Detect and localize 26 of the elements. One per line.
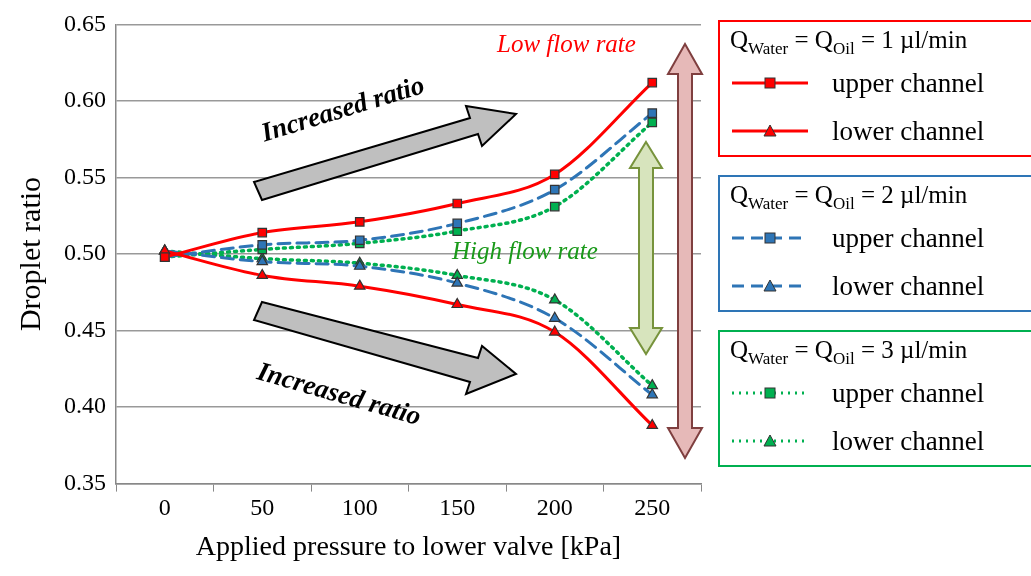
x-tick-label: 250	[634, 494, 671, 521]
y-tick-label: 0.45	[64, 315, 106, 342]
legend-label: upper channel	[832, 222, 985, 254]
y-tick-label: 0.50	[64, 239, 106, 266]
text: Q$_{Water}$ = Q$_{Oil}$ = 3 µl/min	[729, 335, 969, 369]
annotation: High flow rate	[452, 237, 598, 265]
legend-label: upper channel	[832, 377, 985, 409]
x-tick-label: 100	[341, 494, 378, 521]
x-tick-label: 150	[439, 494, 476, 521]
x-tick-label: 0	[158, 494, 171, 521]
y-tick-label: 0.65	[64, 9, 106, 36]
legend-label: lower channel	[832, 270, 985, 302]
annotation: Low flow rate	[497, 30, 636, 58]
legend-label: lower channel	[832, 425, 985, 457]
x-tick-label: 200	[536, 494, 573, 521]
y-tick-label: 0.60	[64, 86, 106, 113]
y-tick-label: 0.55	[64, 162, 106, 189]
legend-label: upper channel	[832, 67, 985, 99]
text: Q$_{Water}$ = Q$_{Oil}$ = 2 µl/min	[729, 180, 969, 214]
x-axis-title: Applied pressure to lower valve [kPa]	[195, 529, 622, 561]
y-tick-label: 0.35	[64, 468, 106, 495]
x-tick-label: 50	[250, 494, 275, 521]
legend-label: lower channel	[832, 115, 985, 147]
text: Q$_{Water}$ = Q$_{Oil}$ = 1 µl/min	[729, 25, 969, 59]
y-axis-title: Droplet ratio	[12, 176, 46, 332]
y-tick-label: 0.40	[64, 392, 106, 419]
